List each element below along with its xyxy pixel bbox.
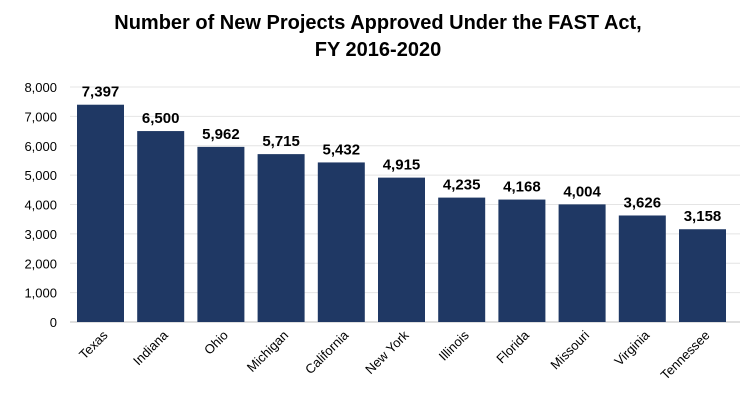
bar-ohio <box>197 146 245 322</box>
x-tick-label: Michigan <box>244 328 291 375</box>
x-tick-label: Tennessee <box>658 328 713 383</box>
data-label: 3,626 <box>624 194 662 211</box>
bar-illinois <box>438 197 486 322</box>
chart-title: Number of New Projects Approved Under th… <box>0 10 756 64</box>
x-tick-label: California <box>302 327 352 377</box>
x-tick-label: Ohio <box>201 328 231 358</box>
y-tick-label: 3,000 <box>24 227 57 242</box>
x-tick-label: Texas <box>76 327 111 362</box>
x-tick-label: Illinois <box>436 327 473 364</box>
x-tick-label: Virginia <box>611 327 653 369</box>
y-tick-label: 6,000 <box>24 139 57 154</box>
y-tick-label: 2,000 <box>24 256 57 271</box>
data-label: 5,962 <box>202 126 240 143</box>
x-tick-label: New York <box>362 327 412 377</box>
bar-michigan <box>257 154 305 322</box>
x-tick-label: Missouri <box>547 327 592 372</box>
y-tick-label: 7,000 <box>24 109 57 124</box>
bar-florida <box>498 199 546 322</box>
bar-california <box>317 162 365 322</box>
bar-missouri <box>558 204 606 322</box>
bar-new-york <box>378 177 425 322</box>
x-tick-label: Florida <box>493 327 532 366</box>
chart-title-line-2: FY 2016-2020 <box>314 39 442 61</box>
data-label: 3,158 <box>684 208 722 225</box>
data-label: 7,397 <box>82 84 120 101</box>
bar-virginia <box>618 215 666 322</box>
bar-texas <box>77 104 124 322</box>
data-label: 5,715 <box>262 133 300 150</box>
data-label: 4,004 <box>563 183 601 200</box>
y-tick-label: 5,000 <box>24 168 57 183</box>
chart-title-line-1: Number of New Projects Approved Under th… <box>114 12 642 34</box>
bar-tennessee <box>679 229 726 322</box>
data-label: 4,915 <box>383 157 421 174</box>
y-tick-label: 8,000 <box>24 80 57 95</box>
y-tick-label: 0 <box>50 315 57 330</box>
data-label: 5,432 <box>323 141 361 158</box>
data-label: 6,500 <box>142 110 180 127</box>
bar-indiana <box>137 131 185 322</box>
y-tick-label: 4,000 <box>24 198 57 213</box>
y-tick-label: 1,000 <box>24 286 57 301</box>
data-label: 4,235 <box>443 177 481 194</box>
x-tick-label: Indiana <box>130 327 171 368</box>
data-label: 4,168 <box>503 179 541 196</box>
